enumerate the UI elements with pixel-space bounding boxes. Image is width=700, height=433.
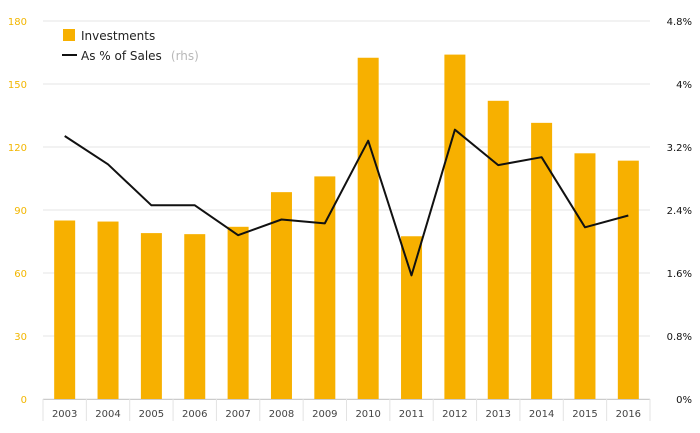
legend: Investments As % of Sales (rhs): [62, 29, 199, 64]
bar-investments: [54, 220, 76, 399]
sales-percent-line: [64, 128, 629, 277]
line-sales-percent: [64, 128, 629, 277]
x-tick-label: 2012: [442, 409, 467, 420]
right-y-axis: 0% 0.8% 1.6% 2.4% 3.2% 4% 4.8%: [667, 17, 692, 406]
legend-label-sales-percent: As % of Sales (rhs): [81, 45, 199, 64]
legend-sales-percent-suffix: (rhs): [171, 49, 199, 63]
y-right-tick-label: 4.8%: [667, 17, 692, 28]
x-tick-label: 2006: [182, 409, 207, 420]
left-y-axis: 0 30 60 90 120 150 180: [8, 17, 27, 406]
bar-investments: [531, 122, 553, 399]
x-tick-label: 2005: [139, 409, 164, 420]
x-tick-label: 2013: [486, 409, 511, 420]
y-left-tick-label: 60: [14, 269, 27, 280]
x-tick-label: 2011: [399, 409, 424, 420]
x-tick-label: 2004: [95, 409, 120, 420]
bar-investments: [401, 236, 423, 399]
x-tick-label: 2014: [529, 409, 554, 420]
bar-investments: [184, 234, 206, 399]
x-tick-label: 2003: [52, 409, 77, 420]
legend-label-investments: Investments: [81, 29, 155, 43]
y-left-tick-label: 180: [8, 17, 27, 28]
y-left-tick-label: 120: [8, 143, 27, 154]
bar-investments: [227, 226, 249, 399]
y-left-tick-label: 90: [14, 206, 27, 217]
bar-investments: [314, 176, 336, 399]
y-right-tick-label: 4%: [676, 80, 692, 91]
legend-sales-percent-name: As % of Sales: [81, 49, 162, 63]
x-tick-label: 2015: [572, 409, 597, 420]
x-tick-label: 2008: [269, 409, 294, 420]
bar-investments: [574, 153, 596, 399]
bar-investments: [270, 192, 292, 399]
y-right-tick-label: 0.8%: [667, 332, 692, 343]
y-left-tick-label: 0: [21, 395, 27, 406]
y-right-tick-label: 3.2%: [667, 143, 692, 154]
y-left-tick-label: 150: [8, 80, 27, 91]
bar-investments: [97, 221, 119, 399]
x-tick-label: 2016: [616, 409, 641, 420]
bar-investments: [140, 233, 162, 399]
bar-investments: [357, 57, 379, 399]
x-tick-label: 2007: [225, 409, 250, 420]
bar-investments: [617, 160, 639, 399]
y-right-tick-label: 1.6%: [667, 269, 692, 280]
y-right-tick-label: 2.4%: [667, 206, 692, 217]
y-left-tick-label: 30: [14, 332, 27, 343]
legend-swatch-investments: [63, 29, 75, 41]
y-right-tick-label: 0%: [676, 395, 692, 406]
x-axis: 2003 2004 2005 2006 2007 2008 2009 2010 2011 2012…: [42, 399, 651, 421]
x-tick-label: 2009: [312, 409, 337, 420]
x-tick-label: 2010: [355, 409, 380, 420]
bar-investments: [444, 54, 466, 399]
gridlines: [43, 20, 650, 400]
investment-bars: [54, 54, 639, 400]
bar-investments: [487, 100, 509, 400]
